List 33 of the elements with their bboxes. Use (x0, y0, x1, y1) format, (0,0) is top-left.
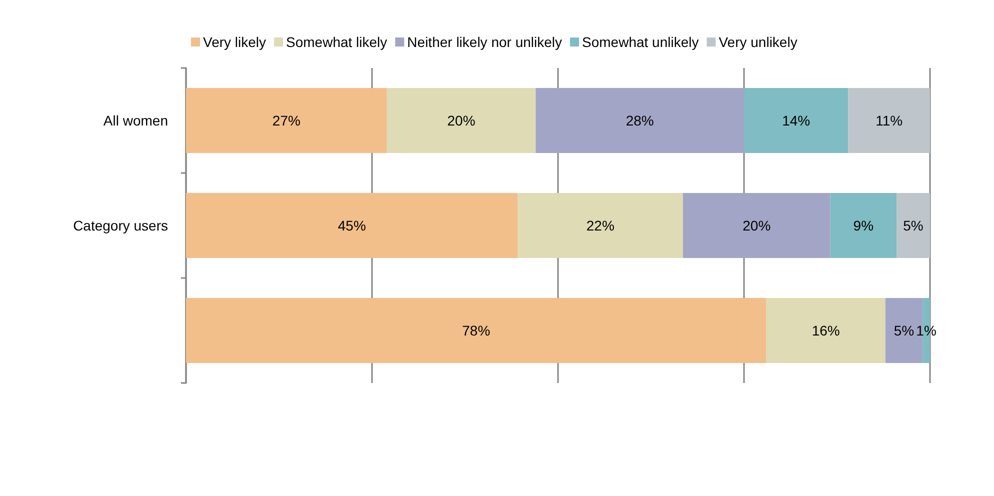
legend-label: Somewhat likely (286, 34, 388, 50)
data-label: 20% (447, 112, 476, 128)
bar (186, 88, 387, 154)
legend-label: Very likely (203, 34, 266, 50)
y-tick-label: Category users (73, 218, 168, 234)
bar (186, 298, 766, 364)
bar (848, 88, 930, 154)
data-label: 20% (742, 218, 771, 234)
legend-label: Somewhat unlikely (582, 34, 699, 50)
bar (830, 192, 897, 258)
bar (766, 298, 886, 364)
bar (186, 192, 518, 258)
bar (386, 88, 536, 154)
bar (896, 192, 930, 258)
data-label: 11% (876, 112, 903, 128)
data-label: 9% (853, 218, 874, 234)
bar (744, 88, 848, 154)
data-label: 45% (338, 218, 366, 234)
bar (536, 88, 744, 154)
data-label: 5% (894, 322, 914, 338)
legend-label: Very unlikely (718, 34, 798, 50)
legend-label: Neither likely nor unlikely (407, 34, 562, 50)
data-label: 27% (272, 112, 300, 128)
data-label: 14% (782, 112, 810, 128)
bar (682, 192, 830, 258)
bar (518, 192, 683, 258)
data-label: 28% (626, 112, 654, 128)
y-tick-label: All women (103, 112, 168, 128)
data-label: 16% (812, 322, 840, 338)
data-label: 5% (903, 218, 924, 234)
data-label: 78% (462, 322, 490, 338)
data-label: 22% (586, 218, 614, 234)
data-label: 1% (916, 322, 936, 338)
